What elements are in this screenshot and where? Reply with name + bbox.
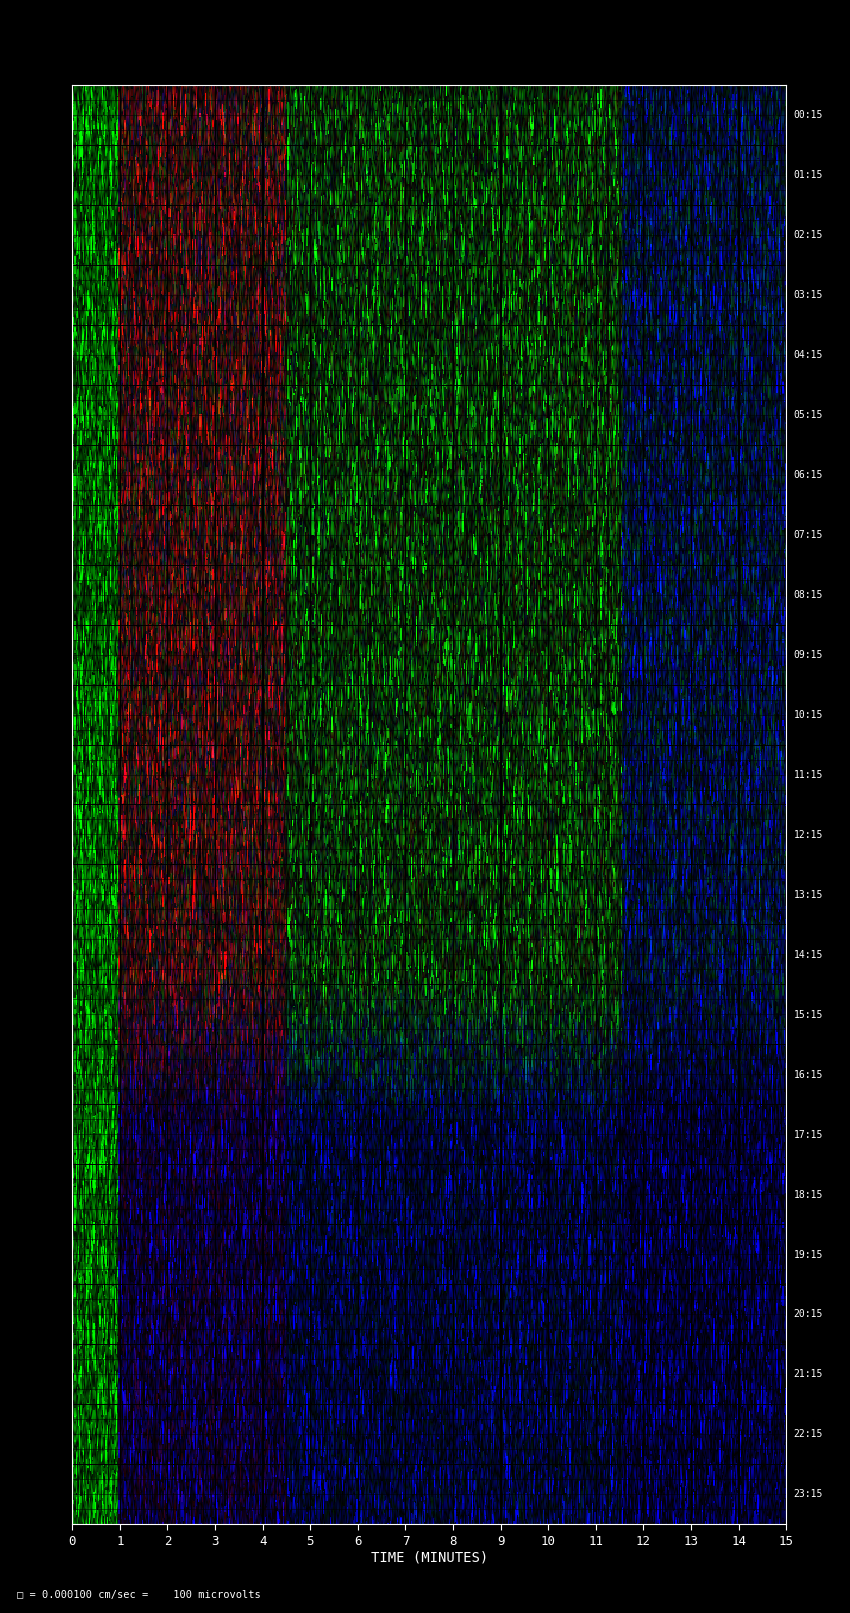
Text: 23:00: 23:00 (36, 979, 65, 990)
Text: Mar 3,2019: Mar 3,2019 (711, 45, 779, 55)
Text: 15:00: 15:00 (36, 500, 65, 510)
Text: 16:15: 16:15 (793, 1069, 823, 1079)
Text: 11:15: 11:15 (793, 769, 823, 781)
Text: 12:00: 12:00 (36, 321, 65, 331)
Text: 21:00: 21:00 (36, 860, 65, 869)
Text: 13:00: 13:00 (36, 381, 65, 390)
Text: 05:15: 05:15 (793, 410, 823, 421)
Text: Mar 3,2019: Mar 3,2019 (79, 45, 147, 55)
Text: 17:00: 17:00 (36, 619, 65, 631)
Text: 07:00: 07:00 (36, 1460, 65, 1469)
Text: 10:15: 10:15 (793, 710, 823, 719)
Text: 15:15: 15:15 (793, 1010, 823, 1019)
Text: 08:15: 08:15 (793, 590, 823, 600)
Text: 04:15: 04:15 (793, 350, 823, 360)
Text: Mar 4: Mar 4 (14, 1021, 43, 1031)
Text: 08:00: 08:00 (36, 81, 65, 90)
Text: 06:15: 06:15 (793, 469, 823, 481)
Text: 04:00: 04:00 (36, 1279, 65, 1289)
Text: PST: PST (759, 15, 779, 24)
Text: 00:15: 00:15 (793, 110, 823, 121)
Text: UTC: UTC (79, 15, 99, 24)
Text: 05:00: 05:00 (36, 1339, 65, 1350)
Text: 14:00: 14:00 (36, 440, 65, 450)
Text: 22:15: 22:15 (793, 1429, 823, 1439)
Text: 12:15: 12:15 (793, 829, 823, 840)
Text: 09:00: 09:00 (36, 140, 65, 150)
Text: 00:00: 00:00 (36, 1040, 65, 1050)
Text: 23:15: 23:15 (793, 1489, 823, 1500)
Text: 03:15: 03:15 (793, 290, 823, 300)
Text: 22:00: 22:00 (36, 919, 65, 929)
Text: 02:15: 02:15 (793, 231, 823, 240)
Text: 06:00: 06:00 (36, 1400, 65, 1410)
Text: Mar 3: Mar 3 (14, 61, 43, 71)
Text: 20:15: 20:15 (793, 1310, 823, 1319)
Text: 21:15: 21:15 (793, 1369, 823, 1379)
Text: 18:15: 18:15 (793, 1189, 823, 1200)
Text: 07:15: 07:15 (793, 531, 823, 540)
Text: 01:00: 01:00 (36, 1100, 65, 1110)
X-axis label: TIME (MINUTES): TIME (MINUTES) (371, 1550, 488, 1565)
Text: (Butte Creek Rim ): (Butte Creek Rim ) (354, 27, 505, 42)
Text: 20:00: 20:00 (36, 800, 65, 810)
Text: LBC EHZ NC: LBC EHZ NC (383, 8, 475, 23)
Text: I = 0.000100 cm/sec: I = 0.000100 cm/sec (390, 58, 518, 68)
Text: 18:00: 18:00 (36, 681, 65, 690)
Text: 10:00: 10:00 (36, 200, 65, 210)
Text: 13:15: 13:15 (793, 890, 823, 900)
Text: □ = 0.000100 cm/sec =    100 microvolts: □ = 0.000100 cm/sec = 100 microvolts (17, 1590, 261, 1600)
Text: 11:00: 11:00 (36, 260, 65, 271)
Text: 17:15: 17:15 (793, 1129, 823, 1140)
Text: 09:15: 09:15 (793, 650, 823, 660)
Text: 19:15: 19:15 (793, 1250, 823, 1260)
Text: 03:00: 03:00 (36, 1219, 65, 1229)
Text: 14:15: 14:15 (793, 950, 823, 960)
Text: 01:15: 01:15 (793, 171, 823, 181)
Text: 02:00: 02:00 (36, 1160, 65, 1169)
Text: 19:00: 19:00 (36, 740, 65, 750)
Text: 16:00: 16:00 (36, 560, 65, 569)
